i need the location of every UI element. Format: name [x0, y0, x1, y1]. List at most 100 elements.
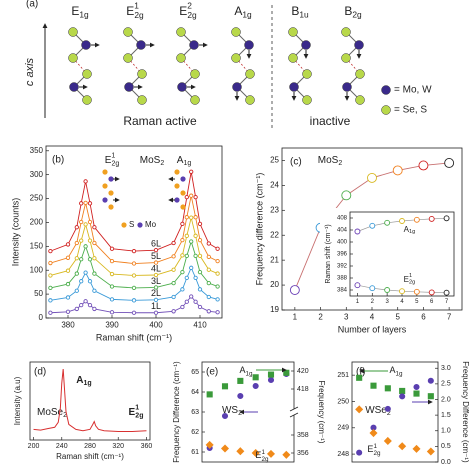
atom [102, 197, 108, 203]
y-tick-label: 249 [337, 425, 349, 432]
atom [231, 53, 241, 63]
mode-label: E1 2g [126, 1, 144, 21]
panel-label: (a) [26, 0, 38, 10]
atom [180, 204, 186, 210]
chart-title-sub: 2 [338, 160, 342, 167]
x-tick-label: 400 [149, 320, 163, 329]
x-tick-label: 6 [421, 312, 426, 321]
x-tick-label: 1 [356, 299, 360, 305]
chart-title: MoSe2 [37, 407, 67, 419]
atom [245, 95, 255, 105]
marker [74, 271, 79, 276]
atom [123, 53, 133, 63]
marker [189, 193, 194, 198]
marker [87, 302, 93, 308]
marker [205, 440, 214, 449]
marker [193, 275, 198, 281]
chart-title-base: WSe [365, 405, 387, 416]
mode-label-base: B [291, 4, 299, 18]
marker [197, 221, 203, 227]
atom [289, 82, 299, 92]
panel-label: (d) [34, 367, 46, 378]
marker [131, 248, 137, 254]
atom [108, 204, 114, 210]
marker [79, 238, 84, 243]
y-axis-label: Frequency difference (cm⁻¹) [254, 173, 264, 286]
marker [92, 288, 97, 293]
plot-frame [351, 361, 439, 463]
y-tick-label: 251 [337, 372, 349, 379]
chart-title-sub: 2 [160, 160, 164, 167]
atom [288, 27, 298, 37]
y-tick-label: 61 [191, 449, 199, 456]
marker [206, 391, 213, 398]
panel-label: (b) [52, 155, 64, 166]
mode-label: E2 2g [179, 1, 197, 21]
marker [131, 261, 137, 266]
x-tick-label: 320 [112, 443, 124, 450]
y2-axis-label: Frequency Difference (cm⁻¹) [461, 361, 470, 463]
marker [418, 160, 429, 171]
chart-title-base: MoSe [37, 407, 64, 418]
marker [109, 310, 115, 315]
marker [197, 269, 203, 275]
marker [184, 299, 189, 304]
series-label-sub: 2g [409, 280, 415, 286]
marker [283, 369, 290, 376]
marker [87, 257, 93, 262]
x-tick-label: 380 [61, 320, 75, 329]
marker [369, 285, 376, 292]
marker [367, 172, 377, 183]
legend-swatch [121, 222, 127, 228]
chart-title-base: MoS [140, 155, 161, 166]
y-tick-label: 19 [270, 305, 279, 314]
marker [131, 285, 137, 291]
series-label-sup: 1 [261, 449, 265, 456]
marker [237, 377, 244, 384]
marker [153, 260, 159, 265]
chart-title-sub: 2 [238, 410, 242, 417]
mode-label-sub: 2g [352, 10, 362, 20]
x-tick-label: 5 [415, 299, 419, 305]
marker [356, 374, 363, 381]
atom [355, 95, 365, 105]
y2-tick-label: 2.5 [441, 381, 451, 388]
marker [206, 267, 211, 272]
atom [174, 183, 180, 189]
marker [189, 294, 194, 299]
series-label: E1 2g [367, 443, 381, 457]
marker [48, 285, 53, 291]
series-line [50, 217, 218, 276]
marker [79, 302, 84, 308]
series-label: E1 2g [255, 449, 269, 463]
mode-label-base: E [179, 4, 187, 18]
marker [206, 280, 211, 286]
annotation: E1 2g [129, 404, 144, 419]
atom [301, 40, 311, 50]
axis-break-mark [289, 412, 299, 418]
x-tick-label: 280 [84, 443, 96, 450]
y-axis-label: Raman shift (cm⁻¹) [325, 224, 332, 283]
marker [398, 442, 407, 451]
marker [189, 265, 194, 270]
x-tick-label: 7 [447, 312, 452, 321]
y-tick-label: 62 [191, 429, 199, 436]
annotation: A1g [76, 375, 91, 387]
atom [69, 82, 79, 92]
marker [74, 306, 79, 312]
marker [184, 275, 189, 281]
marker [215, 310, 220, 315]
y-tick-label: 23 [270, 205, 279, 214]
annotation-sub: 2g [111, 160, 119, 167]
y-tick-label: 20 [270, 280, 279, 289]
panel-label: (e) [206, 367, 218, 378]
marker [180, 253, 185, 258]
atom [190, 69, 200, 79]
marker [197, 304, 203, 310]
x-tick-label: 1 [293, 312, 298, 321]
marker [413, 383, 420, 391]
atom [177, 82, 187, 92]
series-label-sub: 1g [246, 370, 254, 377]
atom [355, 69, 365, 79]
legend-swatch [381, 105, 391, 115]
